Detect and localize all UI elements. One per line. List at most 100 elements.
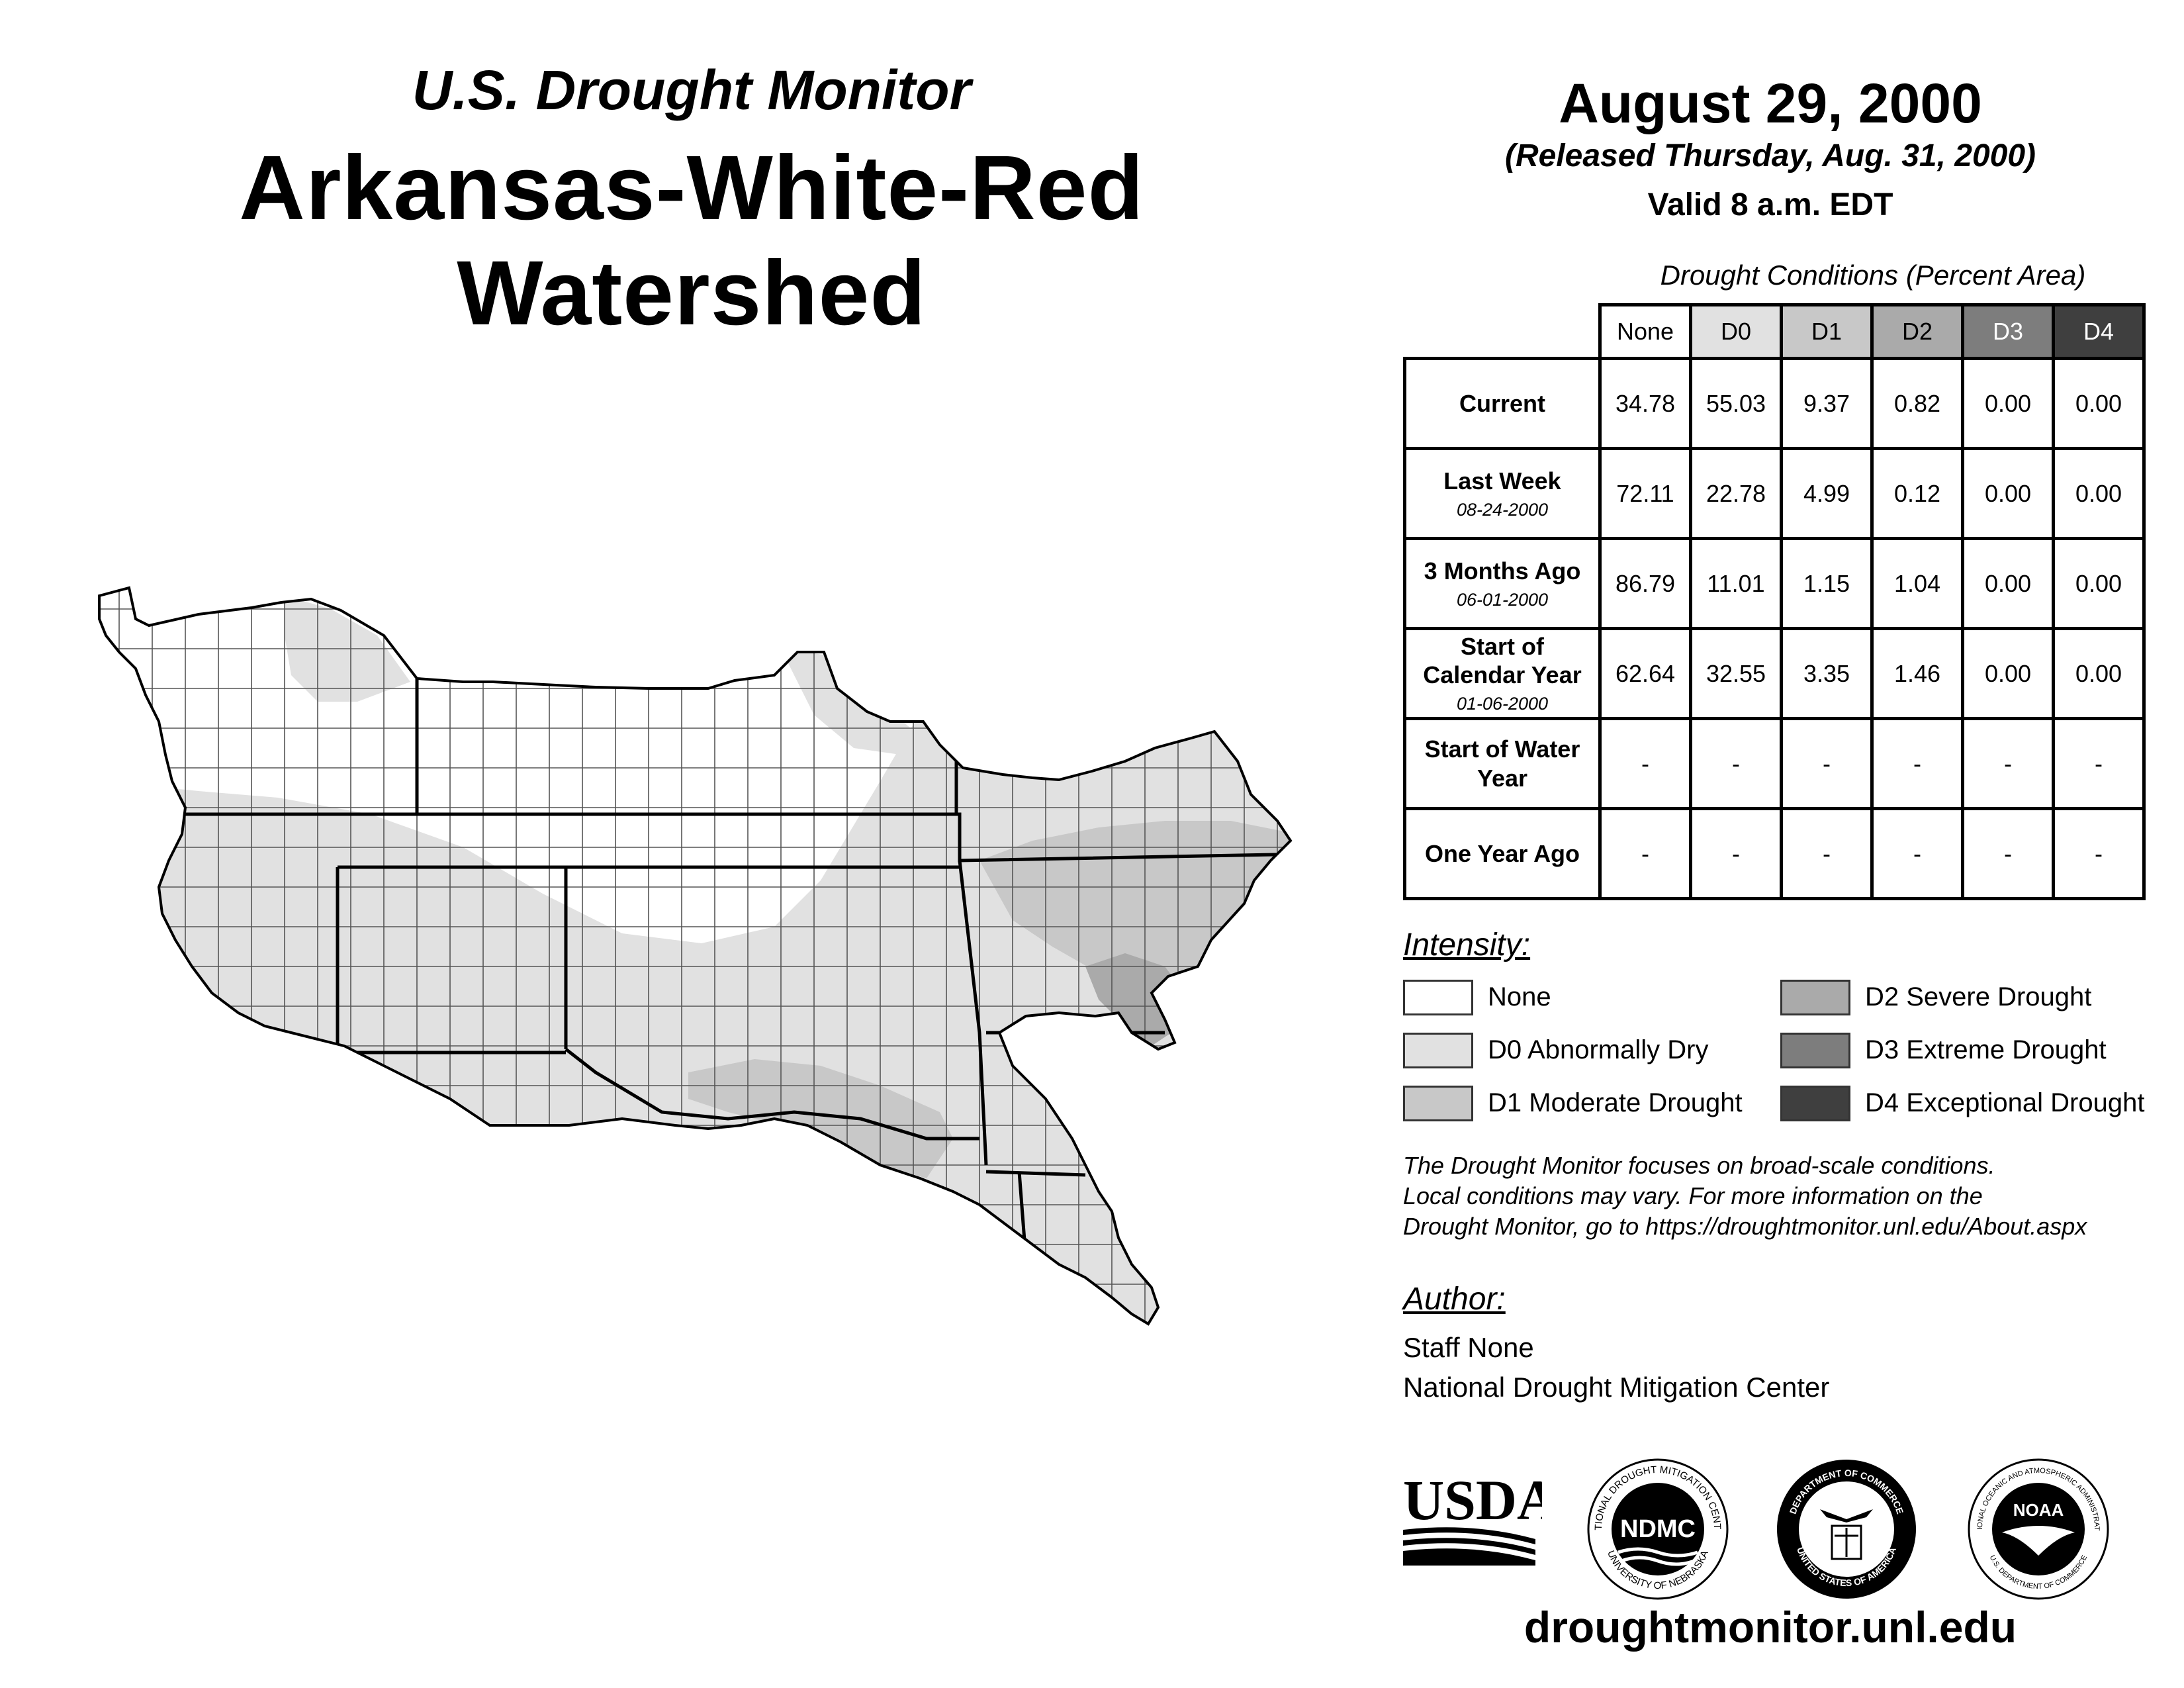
- table-cell: 0.00: [2052, 447, 2146, 540]
- table-cell: -: [1870, 807, 1964, 900]
- table-cell: 0.00: [1961, 357, 2055, 450]
- table-cell: 32.55: [1689, 627, 1783, 720]
- map-date: August 29, 2000: [1559, 72, 1982, 134]
- ndmc-logo-text: NDMC: [1620, 1515, 1696, 1543]
- table-cell: 0.00: [2052, 627, 2146, 720]
- table-cell: -: [1780, 717, 1874, 810]
- table-row: 3 Months Ago 06-01-2000 86.79 11.01 1.15 …: [1403, 537, 2146, 630]
- legend-swatch-d4: [1780, 1086, 1850, 1121]
- noaa-logo-text: NOAA: [2013, 1500, 2064, 1520]
- legend-swatch-d0: [1403, 1033, 1473, 1068]
- table-cell: 0.00: [2052, 357, 2146, 450]
- release-date: (Released Thursday, Aug. 31, 2000): [1504, 138, 2036, 173]
- legend-swatch-d2: [1780, 980, 1850, 1015]
- legend-label-d3: D3 Extreme Drought: [1865, 1035, 2107, 1064]
- website-url[interactable]: droughtmonitor.unl.edu: [1524, 1603, 2017, 1652]
- table-cell: 11.01: [1689, 537, 1783, 630]
- table-caption: Drought Conditions (Percent Area): [1660, 259, 2086, 291]
- row-label: One Year Ago: [1403, 807, 1602, 900]
- legend-label-d0: D0 Abnormally Dry: [1488, 1035, 1709, 1064]
- table-cell: 86.79: [1598, 537, 1692, 630]
- table-cell: 62.64: [1598, 627, 1692, 720]
- map-title: Arkansas-White-Red Watershed: [239, 137, 1144, 344]
- col-header-d1: D1: [1780, 303, 1874, 360]
- row-label-text: Start of Water Year: [1424, 735, 1580, 792]
- row-label: Current: [1403, 357, 1602, 450]
- row-label: 3 Months Ago 06-01-2000: [1403, 537, 1602, 630]
- row-label: Start of Calendar Year 01-06-2000: [1403, 627, 1602, 720]
- row-label-text: 3 Months Ago: [1424, 557, 1581, 585]
- table-cell: -: [1870, 717, 1964, 810]
- table-cell: 0.00: [2052, 537, 2146, 630]
- table-cell: 9.37: [1780, 357, 1874, 450]
- ndmc-logo: NATIONAL DROUGHT MITIGATION CENTER UNIVE…: [1585, 1456, 1729, 1600]
- table-cell: 0.00: [1961, 627, 2055, 720]
- watershed-map: [98, 586, 1293, 1326]
- table-row: Current 34.78 55.03 9.37 0.82 0.00 0.00: [1403, 357, 2146, 450]
- author-org: National Drought Mitigation Center: [1403, 1372, 1830, 1403]
- row-sublabel: 06-01-2000: [1456, 589, 1549, 610]
- table-cell: 55.03: [1689, 357, 1783, 450]
- table-cell: 34.78: [1598, 357, 1692, 450]
- table-cell: 0.00: [1961, 447, 2055, 540]
- table-cell: -: [1961, 807, 2055, 900]
- col-header-d3: D3: [1961, 303, 2055, 360]
- legend-swatch-d3: [1780, 1033, 1850, 1068]
- legend-label-none: None: [1488, 982, 1551, 1011]
- legend-swatch-d1: [1403, 1086, 1473, 1121]
- row-label-text: One Year Ago: [1424, 839, 1580, 867]
- table-row: One Year Ago - - - - - -: [1403, 807, 2146, 900]
- col-header-d4: D4: [2052, 303, 2146, 360]
- eagle-icon: [1820, 1509, 1873, 1523]
- table-cell: 4.99: [1780, 447, 1874, 540]
- table-row: Start of Calendar Year 01-06-2000 62.64 3…: [1403, 627, 2146, 720]
- table-corner: [1404, 305, 1602, 360]
- table-cell: 72.11: [1598, 447, 1692, 540]
- table-cell: -: [1780, 807, 1874, 900]
- table-cell: -: [1689, 807, 1783, 900]
- col-header-d0: D0: [1689, 303, 1783, 360]
- author-title: Author:: [1403, 1282, 1506, 1317]
- table-cell: 0.00: [1961, 537, 2055, 630]
- legend-label-d2: D2 Severe Drought: [1865, 982, 2092, 1011]
- table-cell: -: [1961, 717, 2055, 810]
- row-label: Last Week 08-24-2000: [1403, 447, 1602, 540]
- table-cell: 1.15: [1780, 537, 1874, 630]
- col-header-none: None: [1598, 303, 1692, 360]
- table-cell: 1.04: [1870, 537, 1964, 630]
- table-cell: 0.12: [1870, 447, 1964, 540]
- valid-time: Valid 8 a.m. EDT: [1647, 187, 1893, 222]
- table-cell: -: [2052, 717, 2146, 810]
- row-label-text: Start of Calendar Year: [1423, 633, 1582, 689]
- table-cell: 3.35: [1780, 627, 1874, 720]
- row-label-text: Current: [1459, 389, 1545, 417]
- legend-title: Intensity:: [1403, 927, 1531, 962]
- map-subtitle: U.S. Drought Monitor: [412, 59, 972, 121]
- noaa-logo: NATIONAL OCEANIC AND ATMOSPHERIC ADMINIS…: [1966, 1456, 2109, 1600]
- table-cell: 1.46: [1870, 627, 1964, 720]
- row-label: Start of Water Year: [1403, 717, 1602, 810]
- doc-seal-logo: DEPARTMENT OF COMMERCE UNITED STATES OF …: [1777, 1460, 1916, 1599]
- table-cell: -: [1689, 717, 1783, 810]
- drought-conditions-table: None D0 D1 D2 D3 D4 Current 34.78 55.03 …: [1403, 303, 2146, 900]
- usda-logo-text: USDA: [1403, 1468, 1542, 1532]
- legend-swatch-none: [1403, 980, 1473, 1015]
- table-cell: -: [1598, 717, 1692, 810]
- table-cell: 22.78: [1689, 447, 1783, 540]
- table-cell: -: [2052, 807, 2146, 900]
- legend-label-d4: D4 Exceptional Drought: [1865, 1088, 2145, 1117]
- usda-logo: USDA: [1403, 1468, 1542, 1566]
- row-sublabel: 01-06-2000: [1456, 694, 1549, 714]
- note-line: Local conditions may vary. For more info…: [1403, 1182, 1983, 1209]
- row-label-text: Last Week: [1443, 467, 1561, 494]
- legend-label-d1: D1 Moderate Drought: [1488, 1088, 1743, 1117]
- col-header-d2: D2: [1870, 303, 1964, 360]
- bird-icon: [2002, 1526, 2075, 1556]
- note-line: Drought Monitor, go to https://droughtmo…: [1403, 1213, 2087, 1240]
- author-name: Staff None: [1403, 1332, 1534, 1363]
- table-row: Last Week 08-24-2000 72.11 22.78 4.99 0.1…: [1403, 447, 2146, 540]
- table-row: Start of Water Year - - - - - -: [1403, 717, 2146, 810]
- table-header-row: None D0 D1 D2 D3 D4: [1404, 303, 2146, 360]
- disclaimer-note: The Drought Monitor focuses on broad-sca…: [1403, 1150, 2184, 1242]
- table-cell: 0.82: [1870, 357, 1964, 450]
